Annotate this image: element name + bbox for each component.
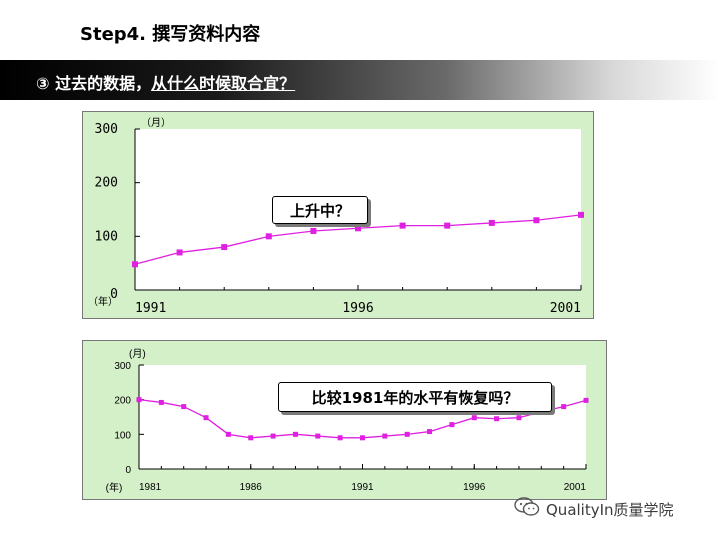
chart-1-x-unit-label: （年） — [88, 295, 118, 308]
chart-1-data-point — [578, 211, 584, 218]
watermark: QualityIn质量学院 — [514, 497, 674, 521]
chart-2-data-point — [337, 435, 343, 441]
section-number: ③ — [36, 74, 50, 93]
chart-1-data-point — [310, 227, 317, 234]
chart-2-data-point — [471, 415, 477, 421]
wechat-icon — [514, 497, 540, 521]
chart-2-data-point — [583, 397, 589, 403]
section-banner — [0, 60, 720, 100]
chart-1-y-tick-label: 300 — [95, 122, 118, 137]
chart-2-data-point — [382, 433, 388, 439]
section-text-plain: 过去的数据， — [55, 74, 152, 93]
chart-2-data-point — [427, 429, 433, 435]
slide-title: Step4. 撰写资料内容 — [80, 24, 261, 45]
chart-2-data-point — [516, 415, 522, 421]
chart-2-data-point — [561, 404, 567, 410]
chart-1-y-unit-label: （月） — [141, 117, 171, 129]
chart-1-y-tick-label: 100 — [95, 229, 118, 244]
chart-2-y-tick-label: 100 — [114, 430, 131, 441]
chart-1-x-tick-label: 2001 — [550, 301, 581, 316]
chart-2-data-point — [270, 433, 276, 439]
chart-1-y-tick-label: 200 — [95, 176, 118, 191]
chart-2-frame: 300 200 100 0 1981 1986 1991 1996 2001 (月) (年) — [82, 340, 607, 500]
watermark-text: QualityIn质量学院 — [546, 500, 674, 519]
chart-1-data-point — [399, 222, 406, 229]
chart-2-x-unit-label: (年) — [106, 481, 123, 494]
chart-1-data-point — [265, 233, 272, 240]
chart-2-data-point — [136, 397, 142, 403]
chart-2-y-tick-label: 200 — [114, 396, 131, 407]
chart-2-data-point — [292, 431, 298, 437]
chart-2-data-point — [449, 422, 455, 428]
chart-1-x-tick-label: 1991 — [135, 301, 166, 316]
chart-1-y-tick-label: 0 — [110, 287, 118, 302]
chart-2-data-point — [225, 431, 231, 437]
chart-2-x-tick-label: 1991 — [351, 482, 374, 493]
chart-2-data-point — [404, 431, 410, 437]
chart-2-data-point — [494, 416, 500, 422]
chart-1-data-point — [132, 261, 138, 268]
section-text-underlined: 从什么时候取合宜？ — [151, 74, 296, 93]
chart-2-data-point — [248, 435, 254, 441]
chart-1-data-point — [355, 225, 361, 232]
chart-2-data-point — [181, 404, 187, 410]
callout-rising: 上升中？ — [272, 196, 368, 224]
chart-1-data-point — [221, 244, 228, 251]
chart-1-data-point — [176, 249, 183, 256]
chart-2-data-point — [203, 415, 209, 421]
chart-1-data-point — [533, 217, 540, 224]
chart-1-x-tick-label: 1996 — [342, 301, 373, 316]
chart-1-data-point — [444, 222, 451, 229]
section-heading: ③ 过去的数据，从什么时候取合宜？ — [36, 70, 295, 94]
chart-2-x-tick-label: 1981 — [139, 482, 162, 493]
chart-1-data-point — [488, 219, 495, 226]
callout-recovery: 比较1981年的水平有恢复吗？ — [278, 382, 552, 412]
chart-2-x-tick-label: 1996 — [463, 482, 486, 493]
chart-2-data-point — [158, 399, 164, 405]
chart-2-y-tick-label: 300 — [114, 361, 131, 372]
chart-2-data-point — [360, 435, 365, 441]
chart-2-y-unit-label: (月) — [129, 348, 146, 360]
chart-2-data-point — [315, 433, 321, 439]
chart-2-x-tick-label: 2001 — [564, 482, 587, 493]
chart-2-x-tick-label: 1986 — [240, 482, 263, 493]
chart-2-y-tick-label: 0 — [125, 465, 131, 476]
chart-2-svg: 300 200 100 0 1981 1986 1991 1996 2001 (月) (年) — [106, 348, 589, 494]
